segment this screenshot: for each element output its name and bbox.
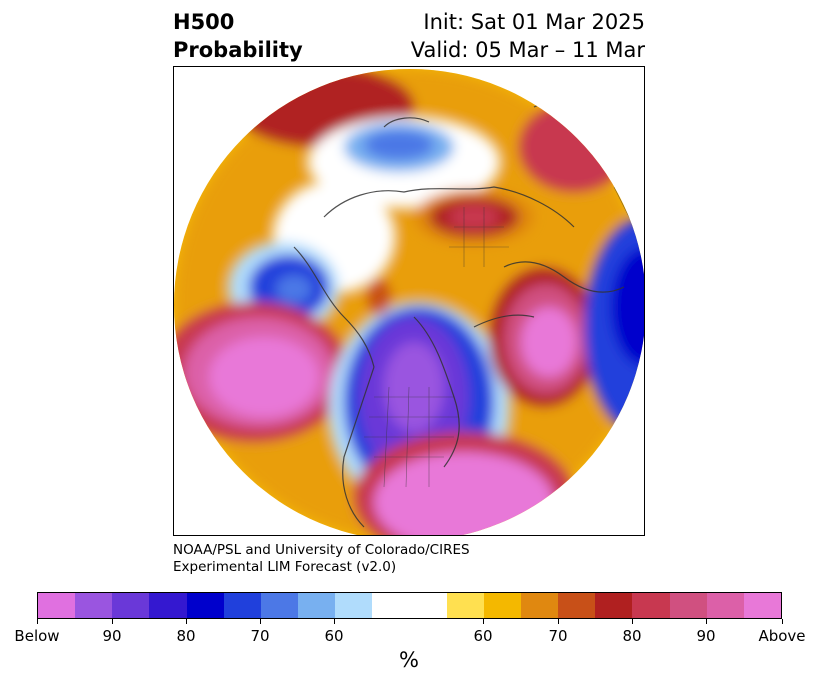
polar-map — [173, 66, 645, 536]
credit-line2: Experimental LIM Forecast (v2.0) — [173, 559, 397, 575]
colorbar-segment — [483, 593, 522, 618]
colorbar — [37, 592, 782, 619]
colorbar-unit: % — [399, 648, 419, 672]
forecast-dates: Init: Sat 01 Mar 2025 Valid: 05 Mar – 11… — [411, 8, 645, 64]
colorbar-tick-label: 90 — [696, 627, 716, 645]
colorbar-segment — [743, 593, 782, 618]
colorbar-tick-label: 70 — [548, 627, 568, 645]
probability-field — [174, 69, 644, 535]
colorbar-tick-mark — [706, 619, 707, 624]
colorbar-segment — [706, 593, 744, 618]
colorbar-segment — [521, 593, 559, 618]
colorbar-segment — [223, 593, 261, 618]
colorbar-segment — [335, 593, 373, 618]
colorbar-tick-mark — [632, 619, 633, 624]
colorbar-segment — [669, 593, 707, 618]
colorbar-segment — [632, 593, 670, 618]
colorbar-tick-mark — [558, 619, 559, 624]
colorbar-tick-label: 80 — [176, 627, 196, 645]
colorbar-tick-mark — [186, 619, 187, 624]
credit-line1: NOAA/PSL and University of Colorado/CIRE… — [173, 542, 470, 558]
colorbar-tick-mark — [483, 619, 484, 624]
colorbar-tick-label: 80 — [622, 627, 642, 645]
colorbar-tick-mark — [260, 619, 261, 624]
colorbar-segment — [186, 593, 224, 618]
colorbar-tick-label: 70 — [250, 627, 270, 645]
colorbar-segment — [112, 593, 150, 618]
title-line1: H500 — [173, 10, 235, 34]
credit-text: NOAA/PSL and University of Colorado/CIRE… — [173, 542, 470, 576]
title-line2: Probability — [173, 38, 303, 62]
colorbar-segment — [446, 593, 484, 618]
colorbar-segment — [260, 593, 299, 618]
valid-range: Valid: 05 Mar – 11 Mar — [410, 38, 645, 62]
colorbar-segment — [298, 593, 336, 618]
colorbar-tick-label: Above — [758, 627, 806, 645]
colorbar-segment — [558, 593, 596, 618]
colorbar-segment — [38, 593, 76, 618]
probability-map-svg — [174, 69, 644, 535]
colorbar-tick-label: 60 — [324, 627, 344, 645]
colorbar-segment — [75, 593, 113, 618]
colorbar-tick-mark — [37, 619, 38, 624]
colorbar-tick-label: Below — [14, 627, 60, 645]
colorbar-segment — [149, 593, 187, 618]
colorbar-tick-mark — [334, 619, 335, 624]
colorbar-tick-mark — [112, 619, 113, 624]
colorbar-tick-label: 90 — [102, 627, 122, 645]
colorbar-segment — [595, 593, 633, 618]
init-date: Init: Sat 01 Mar 2025 — [423, 10, 645, 34]
colorbar-tick-mark — [782, 619, 783, 624]
colorbar-tick-label: 60 — [473, 627, 493, 645]
map-title: H500 Probability — [173, 8, 303, 64]
colorbar-segment — [372, 593, 447, 618]
